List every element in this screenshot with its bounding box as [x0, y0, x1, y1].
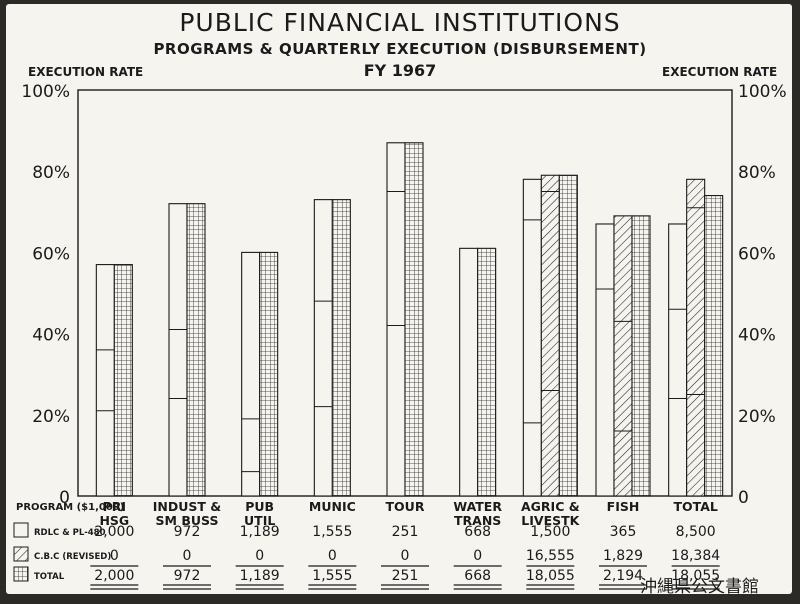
table-cell: 1,500: [530, 524, 570, 540]
x-category-label: FISH: [607, 499, 640, 514]
table-cell: 0: [110, 548, 119, 564]
table-cell: 1,829: [603, 548, 643, 564]
bar-hatch: [540, 174, 560, 497]
right-axis-title: EXECUTION RATE: [662, 65, 778, 79]
bar-hatch: [686, 178, 706, 497]
y-tick-right: 0: [738, 488, 749, 508]
x-category-label: TOTAL: [673, 499, 717, 514]
y-tick-left: 0: [59, 488, 70, 508]
bar-plain: [459, 247, 479, 497]
watermark: 沖縄県公文書館: [640, 577, 759, 597]
bar-grid: [704, 195, 724, 497]
chart-subtitle: PROGRAMS & QUARTERLY EXECUTION (DISBURSE…: [153, 40, 647, 58]
bar-plain: [168, 203, 188, 497]
bar-grid: [631, 215, 651, 497]
bar-plain: [386, 142, 406, 497]
table-header-label: PROGRAM ($1,000): [16, 502, 124, 513]
bar-plain: [95, 264, 115, 497]
table-cell: 0: [255, 548, 264, 564]
bar-plain: [595, 223, 615, 497]
table-cell: 16,555: [526, 548, 575, 564]
bar-plain: [313, 199, 333, 497]
legend-label: RDLC & PL-480: [34, 528, 106, 538]
legend-swatch: [13, 522, 29, 538]
table-cell: 0: [183, 548, 192, 564]
table-cell: 972: [174, 568, 201, 584]
x-category-label: TOUR: [386, 499, 425, 514]
table-cell: 251: [392, 524, 419, 540]
x-category-label: HSG: [99, 513, 129, 528]
table-cell: 1,189: [240, 524, 280, 540]
y-tick-right: 100%: [738, 82, 787, 102]
x-category-label: WATER: [453, 499, 502, 514]
table-cell: 1,555: [312, 568, 352, 584]
bar-hatch: [613, 215, 633, 497]
table-cell: 18,055: [671, 568, 720, 584]
table-cell: 668: [464, 524, 491, 540]
x-category-label: AGRIC &: [521, 499, 580, 514]
table-cell: 8,500: [676, 524, 716, 540]
y-tick-right: 20%: [738, 407, 776, 427]
x-category-label: INDUST &: [153, 499, 222, 514]
bar-plain: [522, 178, 542, 497]
legend-label: C.B.C (REVISED): [34, 552, 111, 562]
bar-plain: [668, 223, 688, 497]
table-cell: 1,189: [240, 568, 280, 584]
x-category-label: PRI: [103, 499, 126, 514]
table-cell: 365: [610, 524, 637, 540]
x-category-label: UTIL: [244, 513, 275, 528]
x-category-label: TRANS: [454, 513, 501, 528]
y-tick-left: 20%: [32, 407, 70, 427]
table-cell: 2,000: [94, 568, 134, 584]
chart-title: PUBLIC FINANCIAL INSTITUTIONS: [179, 8, 621, 37]
table-cell: 251: [392, 568, 419, 584]
y-tick-right: 80%: [738, 163, 776, 183]
legend-label: TOTAL: [34, 572, 65, 582]
x-category-label: PUB: [245, 499, 274, 514]
y-tick-right: 40%: [738, 326, 776, 346]
bar-total: [113, 264, 133, 497]
y-tick-left: 80%: [32, 163, 70, 183]
table-cell: 2,000: [94, 524, 134, 540]
y-tick-left: 100%: [21, 82, 70, 102]
table-cell: 972: [174, 524, 201, 540]
table-cell: 18,384: [671, 548, 720, 564]
bar-grid: [558, 174, 578, 497]
table-cell: 2,194: [603, 568, 643, 584]
y-tick-left: 60%: [32, 244, 70, 264]
x-category-label: MUNIC: [309, 499, 356, 514]
legend-swatch: [13, 546, 29, 562]
table-cell: 0: [328, 548, 337, 564]
table-cell: 0: [473, 548, 482, 564]
y-tick-right: 60%: [738, 244, 776, 264]
bar-total: [186, 203, 206, 497]
bar-total: [259, 251, 279, 497]
table-cell: 668: [464, 568, 491, 584]
x-category-label: LIVESTK: [521, 513, 580, 528]
bar-grid: [404, 142, 424, 497]
bar-total: [477, 247, 497, 497]
y-tick-left: 40%: [32, 326, 70, 346]
legend-swatch: [13, 566, 29, 582]
bar-total: [331, 199, 351, 497]
bar-plain: [241, 251, 261, 497]
left-axis-title: EXECUTION RATE: [28, 65, 144, 79]
table-cell: 18,055: [526, 568, 575, 584]
table-cell: 0: [401, 548, 410, 564]
table-cell: 1,555: [312, 524, 352, 540]
fiscal-year-label: FY 1967: [363, 61, 437, 80]
x-category-label: SM BUSS: [156, 513, 219, 528]
